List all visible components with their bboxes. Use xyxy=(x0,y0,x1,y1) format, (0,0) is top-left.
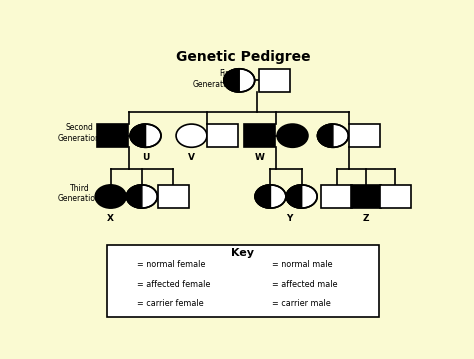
Text: Third
Generation: Third Generation xyxy=(58,184,101,204)
FancyBboxPatch shape xyxy=(349,124,380,147)
Polygon shape xyxy=(120,298,127,309)
Polygon shape xyxy=(127,185,142,208)
Circle shape xyxy=(255,185,286,208)
Text: V: V xyxy=(188,153,195,162)
Polygon shape xyxy=(130,124,146,147)
Circle shape xyxy=(95,185,126,208)
FancyBboxPatch shape xyxy=(244,124,275,147)
Polygon shape xyxy=(286,185,301,208)
Text: Genetic Pedigree: Genetic Pedigree xyxy=(175,50,310,64)
Text: X: X xyxy=(107,214,114,223)
Text: = normal female: = normal female xyxy=(137,261,206,270)
FancyBboxPatch shape xyxy=(259,69,290,92)
FancyBboxPatch shape xyxy=(254,298,261,309)
Text: W: W xyxy=(255,153,264,162)
Circle shape xyxy=(286,185,317,208)
FancyBboxPatch shape xyxy=(97,124,128,147)
Polygon shape xyxy=(318,124,333,147)
Circle shape xyxy=(176,124,207,147)
Text: = carrier male: = carrier male xyxy=(272,299,330,308)
Text: Key: Key xyxy=(231,248,255,258)
Circle shape xyxy=(277,124,308,147)
FancyBboxPatch shape xyxy=(107,245,379,317)
Text: = normal male: = normal male xyxy=(272,261,332,270)
Text: = affected male: = affected male xyxy=(272,280,337,289)
Text: Z: Z xyxy=(363,214,369,223)
FancyBboxPatch shape xyxy=(254,279,269,290)
FancyBboxPatch shape xyxy=(321,185,352,208)
Circle shape xyxy=(224,69,255,92)
Text: = carrier female: = carrier female xyxy=(137,299,204,308)
Circle shape xyxy=(120,298,135,309)
FancyBboxPatch shape xyxy=(254,298,269,309)
Circle shape xyxy=(127,185,157,208)
Circle shape xyxy=(130,124,161,147)
Circle shape xyxy=(120,279,135,290)
FancyBboxPatch shape xyxy=(254,260,269,271)
Circle shape xyxy=(318,124,348,147)
Text: U: U xyxy=(142,153,149,162)
Text: Second
Generation: Second Generation xyxy=(58,123,101,143)
FancyBboxPatch shape xyxy=(351,185,382,208)
Circle shape xyxy=(120,260,135,271)
Polygon shape xyxy=(224,69,239,92)
FancyBboxPatch shape xyxy=(158,185,189,208)
Text: = affected female: = affected female xyxy=(137,280,210,289)
Text: Y: Y xyxy=(286,214,292,223)
FancyBboxPatch shape xyxy=(380,185,411,208)
Text: First
Generation: First Generation xyxy=(193,69,236,89)
Polygon shape xyxy=(255,185,271,208)
FancyBboxPatch shape xyxy=(207,124,238,147)
